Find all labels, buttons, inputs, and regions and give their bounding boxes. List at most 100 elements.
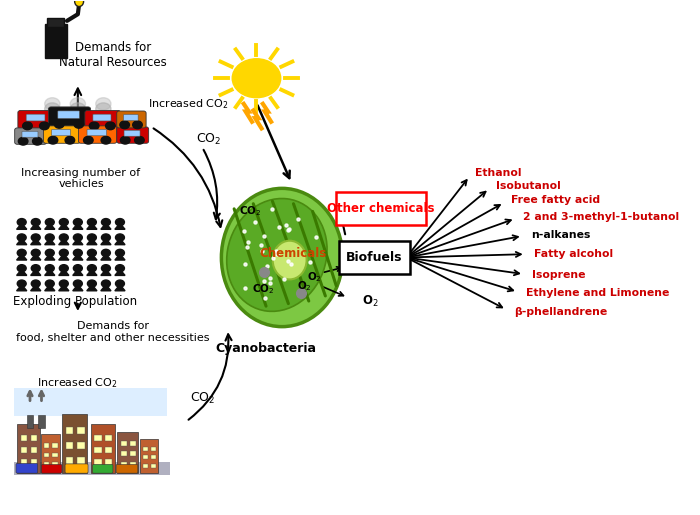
Bar [120, 461, 127, 467]
Bar [18, 424, 40, 473]
Circle shape [101, 136, 111, 144]
Circle shape [60, 280, 69, 287]
FancyBboxPatch shape [78, 126, 117, 143]
Ellipse shape [273, 241, 307, 280]
Circle shape [96, 103, 111, 115]
Circle shape [120, 121, 130, 129]
Polygon shape [31, 269, 41, 276]
Polygon shape [73, 238, 83, 245]
Ellipse shape [227, 198, 327, 312]
Bar [47, 18, 64, 27]
FancyBboxPatch shape [18, 111, 55, 129]
Circle shape [116, 234, 125, 241]
Circle shape [46, 234, 54, 241]
Polygon shape [31, 254, 41, 260]
Circle shape [45, 103, 60, 115]
Bar [20, 435, 27, 441]
Circle shape [32, 249, 40, 256]
Circle shape [88, 218, 97, 226]
Circle shape [32, 234, 40, 241]
Circle shape [22, 122, 32, 130]
Polygon shape [115, 269, 125, 276]
Text: O$_2$: O$_2$ [362, 294, 378, 308]
FancyBboxPatch shape [124, 130, 140, 136]
Text: Chemicals: Chemicals [260, 247, 327, 260]
Circle shape [232, 59, 281, 98]
Bar [120, 451, 127, 456]
Bar [31, 459, 37, 466]
Polygon shape [115, 238, 125, 245]
Circle shape [116, 280, 125, 287]
Bar [143, 455, 148, 459]
Circle shape [74, 234, 83, 241]
Circle shape [46, 280, 54, 287]
Text: Free fatty acid: Free fatty acid [512, 195, 601, 205]
FancyBboxPatch shape [22, 131, 38, 137]
Circle shape [18, 265, 26, 272]
Bar [105, 435, 113, 441]
Text: Cyanobacteria: Cyanobacteria [216, 342, 316, 355]
Polygon shape [31, 285, 41, 291]
Polygon shape [73, 254, 83, 260]
Circle shape [18, 280, 26, 287]
Polygon shape [101, 285, 111, 291]
Polygon shape [31, 238, 41, 245]
Polygon shape [101, 238, 111, 245]
Circle shape [32, 218, 40, 226]
Bar [105, 448, 113, 453]
Polygon shape [45, 269, 55, 276]
Circle shape [40, 122, 49, 130]
Text: Isobutanol: Isobutanol [496, 181, 561, 191]
Circle shape [74, 265, 83, 272]
Circle shape [102, 265, 111, 272]
FancyBboxPatch shape [43, 126, 80, 143]
FancyBboxPatch shape [41, 465, 62, 473]
FancyBboxPatch shape [116, 465, 138, 473]
Circle shape [33, 138, 42, 145]
Circle shape [133, 121, 142, 129]
Text: Other chemicals: Other chemicals [327, 202, 435, 215]
FancyBboxPatch shape [15, 128, 47, 144]
Bar [20, 448, 27, 453]
Circle shape [88, 280, 97, 287]
FancyBboxPatch shape [58, 111, 79, 118]
FancyBboxPatch shape [87, 129, 106, 136]
Bar [43, 453, 50, 457]
FancyBboxPatch shape [123, 114, 138, 121]
FancyBboxPatch shape [340, 241, 410, 274]
Bar [143, 464, 148, 468]
Circle shape [74, 121, 83, 128]
Circle shape [65, 136, 75, 144]
Bar [90, 424, 115, 473]
Bar [151, 447, 156, 451]
Polygon shape [59, 269, 69, 276]
Bar [31, 435, 37, 441]
Circle shape [46, 218, 54, 226]
Bar [43, 462, 50, 467]
FancyBboxPatch shape [26, 114, 45, 121]
Bar [141, 439, 158, 473]
Polygon shape [101, 223, 111, 229]
Circle shape [60, 218, 69, 226]
Bar [94, 448, 101, 453]
Text: Ethylene and Limonene: Ethylene and Limonene [526, 288, 669, 298]
FancyBboxPatch shape [117, 111, 146, 128]
Bar [151, 464, 156, 468]
Circle shape [102, 234, 111, 241]
Polygon shape [17, 254, 27, 260]
Polygon shape [17, 238, 27, 245]
Bar [20, 459, 27, 466]
Polygon shape [115, 254, 125, 260]
Circle shape [60, 234, 69, 241]
Bar [130, 441, 136, 446]
Polygon shape [87, 223, 97, 229]
Polygon shape [101, 269, 111, 276]
Text: Isoprene: Isoprene [532, 270, 586, 280]
Text: CO$_2$: CO$_2$ [190, 391, 215, 406]
Circle shape [45, 98, 60, 110]
Bar [143, 447, 148, 451]
Bar [14, 388, 167, 416]
Text: O$_2$: O$_2$ [307, 270, 321, 284]
Bar [31, 448, 37, 453]
Bar [130, 451, 136, 456]
